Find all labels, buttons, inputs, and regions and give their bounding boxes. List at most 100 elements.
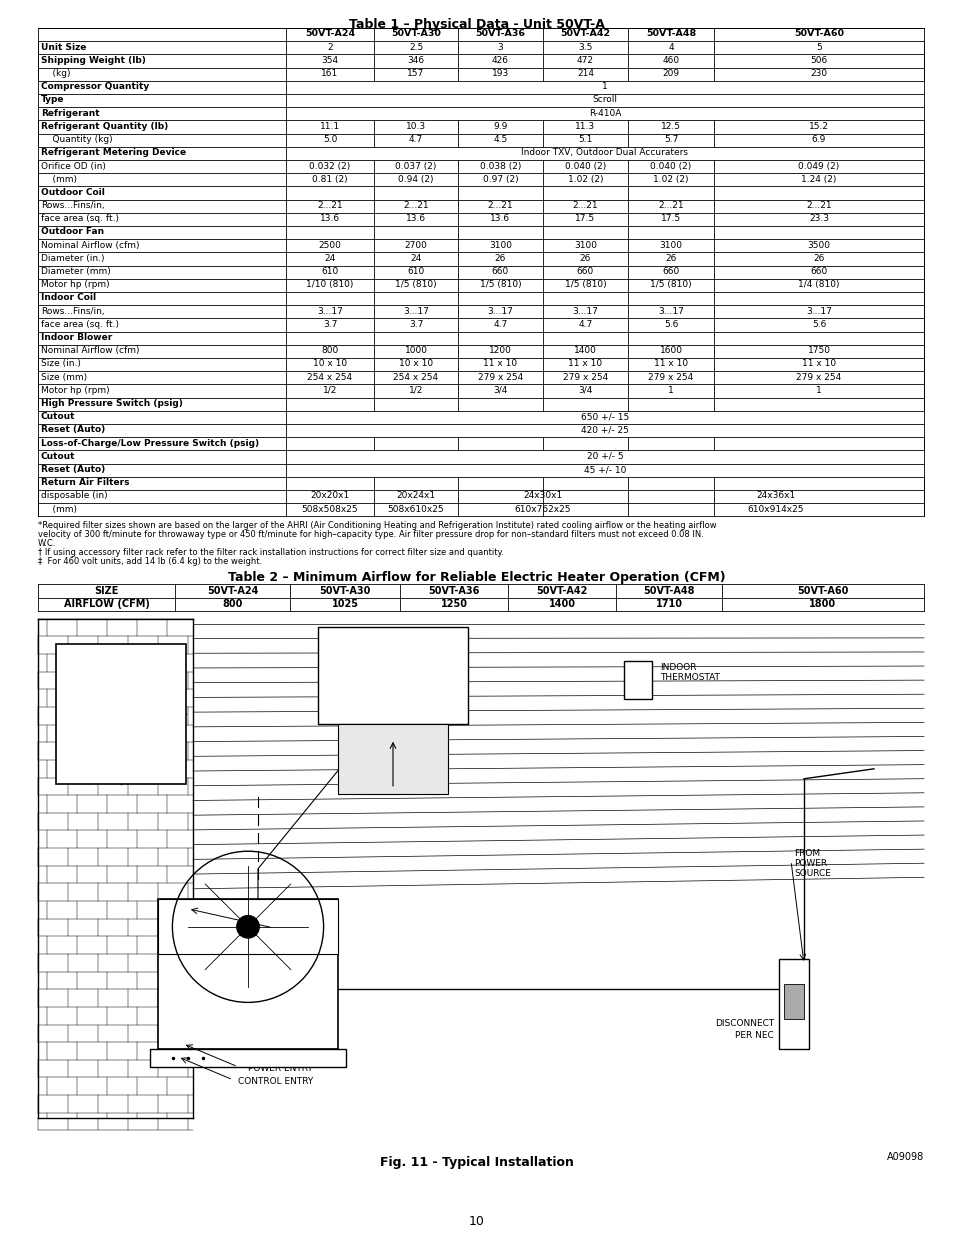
Text: 1/2: 1/2 [322, 385, 336, 395]
Text: 10 x 10: 10 x 10 [398, 359, 433, 368]
Text: AIR: AIR [377, 784, 393, 793]
Text: 3100: 3100 [574, 241, 597, 249]
Text: 610: 610 [407, 267, 424, 277]
Text: 11.3: 11.3 [575, 122, 595, 131]
Text: 3...17: 3...17 [487, 306, 513, 316]
Text: 230: 230 [810, 69, 826, 78]
Text: 460: 460 [661, 56, 679, 65]
Text: 0.037 (2): 0.037 (2) [395, 162, 436, 170]
Bar [158, 899, 337, 953]
Text: Orifice OD (in): Orifice OD (in) [41, 162, 106, 170]
Text: 15.2: 15.2 [808, 122, 828, 131]
Text: R-410A: R-410A [588, 109, 620, 117]
Text: 426: 426 [492, 56, 509, 65]
Text: 5.6: 5.6 [811, 320, 825, 329]
Text: velocity of 300 ft/minute for throwaway type or 450 ft/minute for high–capacity : velocity of 300 ft/minute for throwaway … [38, 530, 703, 540]
Text: 1/10 (810): 1/10 (810) [306, 280, 354, 289]
Text: Nominal Airflow (cfm): Nominal Airflow (cfm) [41, 241, 139, 249]
Text: 506: 506 [809, 56, 827, 65]
Text: W.C.: W.C. [38, 540, 56, 548]
Text: 209: 209 [661, 69, 679, 78]
Text: Rows...Fins/in,: Rows...Fins/in, [41, 306, 105, 316]
Text: 50VT-A42: 50VT-A42 [559, 30, 610, 38]
Text: 2500: 2500 [318, 241, 341, 249]
Text: 5.7: 5.7 [663, 135, 678, 144]
Text: 1: 1 [601, 83, 607, 91]
Text: 420 +/- 25: 420 +/- 25 [580, 426, 628, 435]
Text: † If using accessory filter rack refer to the filter rack installation instructi: † If using accessory filter rack refer t… [38, 548, 503, 557]
Text: 3.7: 3.7 [409, 320, 423, 329]
Text: Size (mm): Size (mm) [41, 373, 87, 382]
Text: 3.5: 3.5 [578, 43, 592, 52]
Text: 2...21: 2...21 [316, 201, 342, 210]
Text: 10.3: 10.3 [406, 122, 426, 131]
Text: 3.7: 3.7 [322, 320, 336, 329]
Text: 11 x 10: 11 x 10 [568, 359, 602, 368]
Text: 20x24x1: 20x24x1 [396, 492, 436, 500]
Text: 5.1: 5.1 [578, 135, 592, 144]
Text: 2...21: 2...21 [403, 201, 428, 210]
Text: 26: 26 [813, 254, 823, 263]
Text: Table 2 – Minimum Airflow for Reliable Electric Heater Operation (CFM): Table 2 – Minimum Airflow for Reliable E… [228, 572, 725, 584]
Text: 26: 26 [495, 254, 506, 263]
Text: A09098: A09098 [886, 1152, 923, 1162]
Text: 3/4: 3/4 [578, 385, 592, 395]
Text: 2...21: 2...21 [658, 201, 683, 210]
Text: 1000: 1000 [404, 346, 427, 356]
Text: Shipping Weight (lb): Shipping Weight (lb) [41, 56, 146, 65]
Text: 6.9: 6.9 [811, 135, 825, 144]
Text: 4: 4 [667, 43, 673, 52]
Text: 279 x 254: 279 x 254 [796, 373, 841, 382]
Text: 0.038 (2): 0.038 (2) [479, 162, 520, 170]
Text: ‡  For 460 volt units, add 14 lb (6.4 kg) to the weight.: ‡ For 460 volt units, add 14 lb (6.4 kg)… [38, 557, 262, 567]
Text: PER NEC: PER NEC [735, 1031, 773, 1040]
Text: 610x914x25: 610x914x25 [747, 505, 803, 514]
Text: 508x610x25: 508x610x25 [387, 505, 444, 514]
Text: 3...17: 3...17 [572, 306, 598, 316]
Text: Refrigerant Quantity (lb): Refrigerant Quantity (lb) [41, 122, 168, 131]
Text: 279 x 254: 279 x 254 [648, 373, 693, 382]
Text: 1710: 1710 [655, 599, 681, 609]
Text: POWER: POWER [793, 858, 826, 868]
Text: 254 x 254: 254 x 254 [393, 373, 438, 382]
Text: 279 x 254: 279 x 254 [562, 373, 607, 382]
Text: 660: 660 [809, 267, 827, 277]
Text: 1750: 1750 [806, 346, 830, 356]
Text: 1/2: 1/2 [409, 385, 423, 395]
Text: (mm): (mm) [41, 174, 77, 184]
Text: Reset (Auto): Reset (Auto) [41, 466, 105, 474]
Text: 472: 472 [577, 56, 594, 65]
Text: INDOOR: INDOOR [659, 663, 696, 672]
Text: Cutout: Cutout [41, 452, 75, 461]
Text: 354: 354 [321, 56, 338, 65]
Text: 11.1: 11.1 [319, 122, 339, 131]
Text: 3...17: 3...17 [402, 306, 429, 316]
Text: (kg): (kg) [41, 69, 71, 78]
Text: 3...17: 3...17 [316, 306, 342, 316]
Bar [783, 984, 803, 1019]
Text: 1200: 1200 [489, 346, 512, 356]
Text: 346: 346 [407, 56, 424, 65]
Text: 2...21: 2...21 [572, 201, 598, 210]
Text: 10: 10 [469, 1215, 484, 1228]
Text: 9.9: 9.9 [493, 122, 507, 131]
Text: Fig. 11 - Typical Installation: Fig. 11 - Typical Installation [379, 1156, 574, 1170]
Text: Type: Type [41, 95, 65, 105]
Bar [779, 958, 808, 1049]
Text: 50VT-A42: 50VT-A42 [536, 585, 587, 597]
Text: 660: 660 [661, 267, 679, 277]
Text: SIZE: SIZE [94, 585, 118, 597]
Text: 0.94 (2): 0.94 (2) [397, 174, 434, 184]
Text: 50VT-A48: 50VT-A48 [642, 585, 694, 597]
Text: 4.5: 4.5 [493, 135, 507, 144]
Bar [158, 899, 337, 1049]
Text: Return Air Filters: Return Air Filters [41, 478, 130, 488]
Text: Table 1 – Physical Data - Unit 50VT-A: Table 1 – Physical Data - Unit 50VT-A [349, 19, 604, 31]
Text: Diameter (mm): Diameter (mm) [41, 267, 111, 277]
Text: 45 +/- 10: 45 +/- 10 [583, 466, 625, 474]
Text: Indoor TXV, Outdoor Dual Accuraters: Indoor TXV, Outdoor Dual Accuraters [521, 148, 688, 157]
Text: RETURN: RETURN [377, 774, 415, 783]
Text: 11 x 10: 11 x 10 [653, 359, 687, 368]
Text: 50VT-A36: 50VT-A36 [428, 585, 479, 597]
Text: 157: 157 [407, 69, 424, 78]
